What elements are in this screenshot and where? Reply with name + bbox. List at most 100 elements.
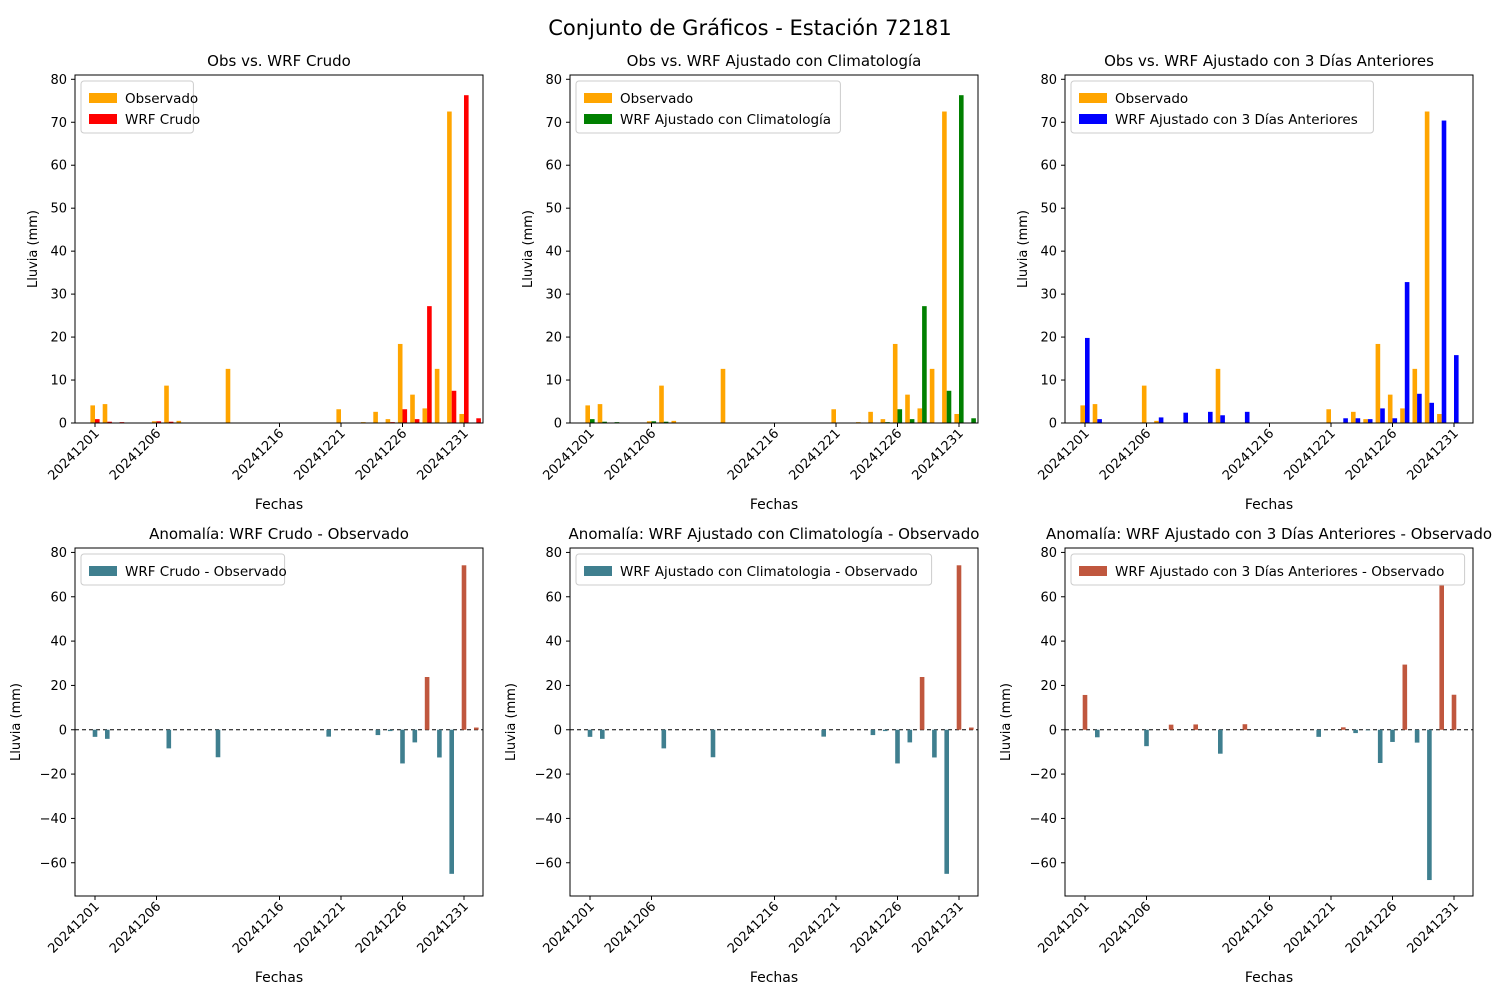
bar [176, 420, 182, 423]
y-tick-label: 50 [50, 202, 67, 217]
legend: Observado WRF Crudo [80, 80, 200, 134]
bar [1417, 393, 1422, 423]
y-tick-label: −20 [40, 768, 67, 783]
legend-swatch [1079, 93, 1107, 103]
y-tick-label: 50 [545, 202, 562, 217]
y-tick-label: 80 [545, 546, 562, 561]
bar [1144, 729, 1149, 747]
bar [1193, 724, 1198, 730]
bar [1353, 729, 1358, 734]
bar [1437, 413, 1442, 423]
bar [1390, 729, 1395, 742]
bar [1377, 729, 1383, 764]
subplot-anom-wrf-3dias: Anomalía: WRF Ajustado con 3 Días Anteri… [999, 525, 1492, 986]
bar [1441, 120, 1447, 423]
bar [1208, 411, 1213, 423]
bar [1141, 385, 1147, 423]
x-tick-label: 20241221 [291, 426, 348, 483]
y-tick-label: 30 [1040, 288, 1057, 303]
bar [90, 405, 95, 423]
bar [1095, 729, 1100, 738]
bar [882, 729, 888, 732]
subplot-anom-wrf-crudo: Anomalía: WRF Crudo - Observado −60 −40 −20… [9, 525, 484, 986]
bar [946, 390, 952, 423]
bar [373, 411, 378, 423]
x-tick-label: 20241201 [1035, 426, 1092, 483]
y-tick-label: 60 [545, 159, 562, 174]
y-tick-label: 10 [545, 374, 562, 389]
bar [1215, 368, 1221, 423]
bar [168, 421, 174, 423]
bar [905, 394, 910, 423]
axes-frame [569, 547, 979, 897]
y-tick-label: 20 [50, 331, 67, 346]
x-axis-label: Fechas [1245, 970, 1293, 986]
bar [1316, 729, 1321, 737]
y-axis-label: Lluvia (mm) [504, 683, 519, 761]
bar [659, 385, 664, 423]
subplot-obs-vs-wrf-3dias: Obs vs. WRF Ajustado con 3 Días Anterior… [1016, 52, 1474, 513]
y-tick-label: 80 [50, 73, 67, 88]
bar [909, 419, 915, 423]
bar [1154, 420, 1159, 423]
x-tick-label: 20241201 [540, 899, 597, 956]
bar [434, 368, 440, 423]
y-tick-label: 40 [1040, 245, 1057, 260]
bar [102, 404, 108, 423]
axes-frame [74, 547, 484, 897]
bar [1351, 411, 1356, 423]
bar [919, 677, 925, 730]
y-axis-label: Lluvia (mm) [9, 683, 24, 761]
x-tick-label: 20241231 [909, 899, 966, 956]
x-tick-label: 20241231 [1404, 426, 1461, 483]
y-tick-label: 70 [1040, 116, 1057, 131]
bar [590, 419, 595, 423]
bar [1402, 664, 1408, 730]
bar [1355, 418, 1361, 423]
bar [1085, 337, 1090, 423]
bar [1367, 419, 1373, 423]
y-tick-label: −20 [535, 768, 562, 783]
bar [1242, 724, 1248, 730]
bar [661, 729, 667, 749]
y-tick-label: 40 [545, 635, 562, 650]
bar [385, 419, 391, 423]
bar [907, 729, 913, 743]
bar [1380, 408, 1385, 423]
bar [1454, 355, 1459, 423]
y-tick-label: 20 [545, 331, 562, 346]
y-axis-label: Lluvia (mm) [999, 683, 1014, 761]
bar [720, 368, 726, 423]
x-tick-label: 20241216 [1220, 426, 1277, 483]
bar [1375, 343, 1381, 423]
x-tick-label: 20241221 [291, 899, 348, 956]
bar [671, 420, 677, 423]
x-tick-label: 20241216 [725, 899, 782, 956]
legend-swatch [89, 93, 117, 103]
bar [1168, 724, 1174, 730]
bar [1427, 729, 1432, 881]
x-tick-label: 20241206 [1097, 426, 1154, 483]
bar [954, 413, 959, 423]
bar [892, 343, 898, 423]
subplot-obs-vs-wrf-crudo: Obs vs. WRF Crudo 0 10 20 30 40 50 60 70 80 202412… [26, 52, 484, 513]
x-tick-label: 20241231 [1404, 899, 1461, 956]
y-tick-label: −60 [40, 856, 67, 871]
bar [464, 95, 469, 423]
bar [166, 729, 172, 749]
bar [447, 111, 452, 423]
bar [663, 421, 669, 423]
legend-label: WRF Crudo [125, 112, 200, 128]
x-tick-label: 20241226 [353, 899, 410, 956]
y-axis-label: Lluvia (mm) [26, 210, 41, 288]
legend-box [1070, 80, 1374, 134]
bar [95, 419, 100, 423]
bar [1082, 694, 1088, 730]
legend-swatch [584, 566, 612, 576]
bar [1097, 419, 1102, 423]
bar [1092, 404, 1098, 423]
y-tick-label: 60 [1040, 590, 1057, 605]
bar [422, 408, 428, 423]
bar [1439, 578, 1444, 730]
